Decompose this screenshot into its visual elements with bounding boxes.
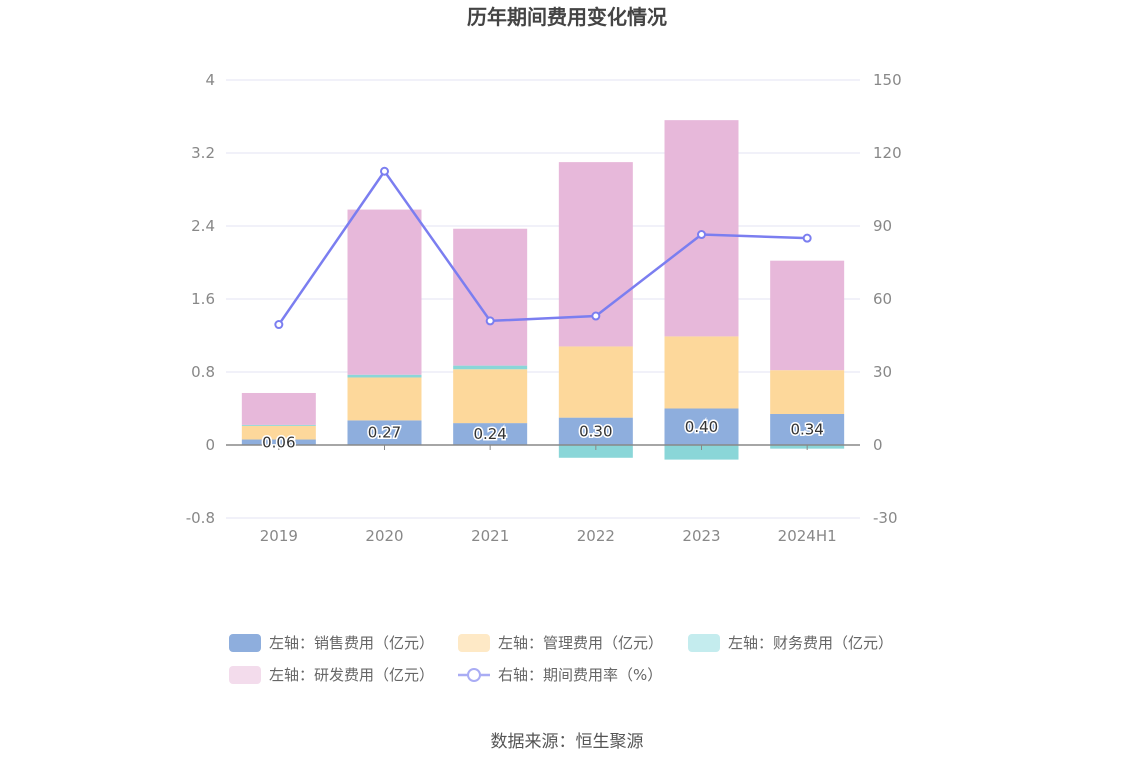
left-tick-label: 1.6 xyxy=(191,290,215,308)
left-tick-label: 0 xyxy=(205,436,215,454)
legend-label: 左轴：研发费用（亿元） xyxy=(269,666,434,684)
bar-segment[interactable] xyxy=(347,377,422,421)
legend[interactable]: 左轴：销售费用（亿元） 左轴：管理费用（亿元） 左轴：财务费用（亿元） 左轴：研发费用… xyxy=(229,634,893,684)
bar-segment[interactable] xyxy=(558,445,633,458)
bar-segment[interactable] xyxy=(664,120,739,337)
left-axis-ticks: 4 3.2 2.4 1.6 0.8 0 -0.8 xyxy=(186,71,215,527)
bar-segment[interactable] xyxy=(770,413,845,445)
bar-value-label: 0.30 xyxy=(579,422,612,440)
category-label: 2019 xyxy=(260,527,298,545)
source-note: 数据来源：恒生聚源 xyxy=(491,732,644,752)
bar-segment[interactable] xyxy=(241,424,316,426)
legend-label: 左轴：财务费用（亿元） xyxy=(728,634,893,652)
right-tick-label: 150 xyxy=(873,71,902,89)
bar-segment[interactable] xyxy=(664,408,739,446)
bar-value-label: 0.27 xyxy=(368,424,401,442)
bar-segment[interactable] xyxy=(241,439,316,445)
legend-swatch xyxy=(458,634,490,652)
rate-point[interactable] xyxy=(380,166,389,176)
legend-swatch xyxy=(229,666,261,684)
bar-segment[interactable] xyxy=(558,417,633,445)
right-axis-ticks: 150 120 90 60 30 0 -30 xyxy=(873,71,902,527)
rate-line-path xyxy=(277,169,808,326)
bar-segment[interactable] xyxy=(453,369,528,424)
legend-label: 左轴：管理费用（亿元） xyxy=(498,634,663,652)
right-tick-label: 60 xyxy=(873,290,892,308)
legend-swatch xyxy=(688,634,720,652)
left-tick-label: -0.8 xyxy=(186,509,215,527)
bar-segment[interactable] xyxy=(347,374,422,378)
right-tick-label: 30 xyxy=(873,363,892,381)
rate-point[interactable] xyxy=(274,320,284,330)
bar-segment[interactable] xyxy=(347,420,422,445)
legend-item[interactable]: 左轴：财务费用（亿元） xyxy=(688,634,893,652)
bar-segment[interactable] xyxy=(770,260,845,371)
bar-segment[interactable] xyxy=(558,346,633,418)
left-tick-label: 4 xyxy=(205,71,215,89)
legend-swatch xyxy=(229,634,261,652)
bar-segment[interactable] xyxy=(453,365,528,370)
rate-point[interactable] xyxy=(802,233,812,243)
legend-label: 右轴：期间费用率（%） xyxy=(498,666,662,684)
bar-segment[interactable] xyxy=(453,423,528,445)
bar-segment[interactable] xyxy=(664,445,739,460)
x-axis xyxy=(226,444,860,450)
rate-point[interactable] xyxy=(485,316,495,326)
legend-item[interactable]: 左轴：研发费用（亿元） xyxy=(229,666,434,684)
rate-point[interactable] xyxy=(591,311,601,321)
legend-item[interactable]: 左轴：销售费用（亿元） xyxy=(229,634,434,652)
left-tick-label: 3.2 xyxy=(191,144,215,162)
right-tick-label: 90 xyxy=(873,217,892,235)
left-tick-label: 0.8 xyxy=(191,363,215,381)
category-label: 2022 xyxy=(577,527,615,545)
grid-lines xyxy=(226,79,860,519)
bar-labels: 0.06 0.27 0.24 0.30 0.40 0.34 xyxy=(261,416,826,453)
legend-item[interactable]: 左轴：管理费用（亿元） xyxy=(458,634,663,652)
legend-label: 左轴：销售费用（亿元） xyxy=(269,634,434,652)
bar-segment[interactable] xyxy=(241,425,316,440)
chart-title: 历年期间费用变化情况 xyxy=(467,5,667,29)
bar-value-label: 0.34 xyxy=(790,420,823,438)
right-tick-label: 0 xyxy=(873,436,883,454)
bar-segment[interactable] xyxy=(770,370,845,414)
right-tick-label: 120 xyxy=(873,144,902,162)
left-tick-label: 2.4 xyxy=(191,217,215,235)
category-label: 2024H1 xyxy=(778,527,837,545)
bars xyxy=(241,120,845,460)
bar-value-label: 0.06 xyxy=(262,433,295,451)
bar-segment[interactable] xyxy=(347,209,422,375)
rate-line xyxy=(274,166,812,330)
legend-item[interactable]: 右轴：期间费用率（%） xyxy=(458,666,662,684)
bar-segment[interactable] xyxy=(664,336,739,409)
category-labels: 2019 2020 2021 2022 2023 2024H1 xyxy=(260,527,837,545)
rate-point[interactable] xyxy=(697,230,706,240)
category-label: 2020 xyxy=(365,527,403,545)
bar-value-label: 0.24 xyxy=(473,425,506,443)
right-tick-label: -30 xyxy=(873,509,898,527)
category-label: 2023 xyxy=(682,527,720,545)
bar-value-label: 0.40 xyxy=(685,418,718,436)
category-label: 2021 xyxy=(471,527,509,545)
legend-point-swatch xyxy=(467,668,481,682)
bar-segment[interactable] xyxy=(241,392,316,425)
bar-segment[interactable] xyxy=(453,228,528,366)
